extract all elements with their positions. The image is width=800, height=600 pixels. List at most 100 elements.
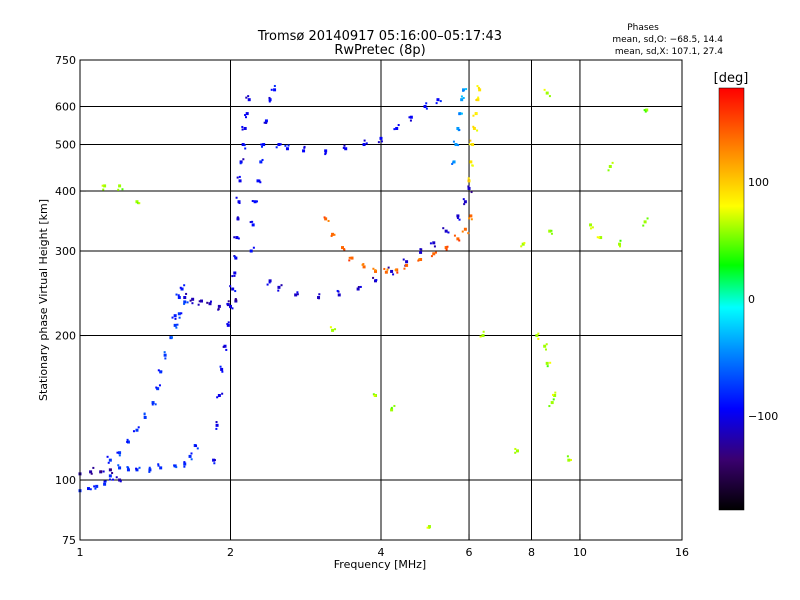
- data-point: [216, 396, 219, 399]
- data-point: [375, 279, 378, 282]
- data-point: [108, 474, 112, 478]
- data-point: [458, 129, 461, 132]
- data-point: [226, 323, 230, 327]
- data-point: [233, 274, 236, 277]
- stats-header: Phases: [627, 23, 659, 33]
- data-point: [462, 89, 465, 92]
- data-point: [215, 427, 218, 430]
- data-point: [468, 143, 471, 146]
- data-point: [111, 472, 114, 475]
- data-point: [535, 334, 539, 338]
- data-point: [245, 112, 249, 116]
- data-point: [234, 299, 238, 303]
- data-point: [191, 302, 194, 305]
- data-point: [285, 147, 289, 151]
- data-point: [268, 281, 271, 284]
- data-point: [433, 245, 436, 248]
- data-point: [175, 466, 178, 469]
- data-point: [348, 259, 351, 262]
- data-point: [231, 307, 234, 310]
- data-point: [365, 142, 368, 145]
- data-point: [460, 95, 463, 98]
- data-point: [183, 300, 187, 304]
- data-point: [456, 237, 460, 241]
- data-point: [642, 224, 645, 227]
- data-point: [479, 335, 482, 338]
- data-point: [521, 242, 525, 246]
- data-point: [213, 462, 216, 465]
- data-point: [178, 316, 181, 319]
- data-point: [395, 268, 399, 272]
- data-point: [233, 255, 236, 258]
- data-point: [543, 88, 546, 91]
- data-point: [243, 144, 246, 147]
- data-point: [514, 451, 517, 454]
- y-axis-label: Stationary phase Virtual Height [km]: [37, 199, 50, 401]
- data-point: [327, 219, 330, 222]
- data-point: [237, 200, 241, 204]
- data-point: [390, 408, 394, 412]
- data-point: [318, 293, 321, 296]
- y-tick-label: 300: [55, 245, 76, 258]
- data-point: [550, 232, 553, 235]
- data-point: [380, 140, 383, 143]
- data-point: [644, 110, 647, 113]
- data-point: [548, 95, 551, 98]
- data-point: [467, 177, 470, 180]
- data-point: [173, 323, 177, 327]
- data-point: [107, 461, 110, 464]
- data-point: [429, 242, 432, 245]
- data-point: [461, 230, 464, 233]
- data-point: [645, 108, 649, 112]
- data-point: [543, 344, 547, 348]
- data-point: [463, 200, 467, 204]
- x-axis-ticks: 1 2 4 6 8 10 16: [77, 534, 689, 559]
- data-point: [550, 229, 553, 232]
- data-point: [418, 258, 421, 261]
- grid-lines: [80, 60, 682, 540]
- data-point: [170, 336, 173, 339]
- data-point: [476, 85, 479, 88]
- data-point: [227, 321, 230, 324]
- data-point: [546, 365, 549, 368]
- data-point: [89, 470, 93, 474]
- data-point: [359, 285, 362, 288]
- data-point: [277, 285, 281, 289]
- data-point: [148, 466, 151, 469]
- data-point: [87, 487, 90, 490]
- data-point: [545, 91, 549, 95]
- data-point: [462, 97, 465, 100]
- data-point: [331, 328, 335, 332]
- data-point: [444, 246, 448, 250]
- data-point: [247, 95, 250, 98]
- data-point: [460, 98, 464, 102]
- colorbar: [718, 87, 745, 511]
- data-point: [372, 267, 375, 270]
- data-point: [458, 218, 461, 221]
- data-point: [191, 297, 195, 301]
- y-tick-label: 750: [55, 54, 76, 67]
- data-point: [545, 361, 549, 365]
- data-point: [447, 231, 450, 234]
- data-point: [465, 88, 468, 91]
- data-point: [296, 293, 299, 296]
- data-point: [458, 113, 461, 116]
- data-point: [118, 184, 122, 188]
- data-point: [95, 484, 99, 488]
- data-point: [241, 128, 244, 131]
- data-point: [419, 248, 422, 251]
- data-point: [92, 466, 95, 469]
- data-point: [432, 241, 436, 245]
- data-point: [190, 458, 193, 461]
- data-point: [372, 393, 375, 396]
- data-point: [607, 169, 610, 172]
- data-point: [330, 234, 333, 237]
- data-point: [236, 216, 239, 219]
- data-point: [404, 264, 407, 267]
- data-point: [303, 146, 306, 149]
- data-point: [223, 344, 227, 348]
- data-point: [294, 293, 298, 297]
- data-point: [222, 345, 225, 348]
- data-point: [251, 220, 254, 223]
- data-point: [402, 258, 405, 261]
